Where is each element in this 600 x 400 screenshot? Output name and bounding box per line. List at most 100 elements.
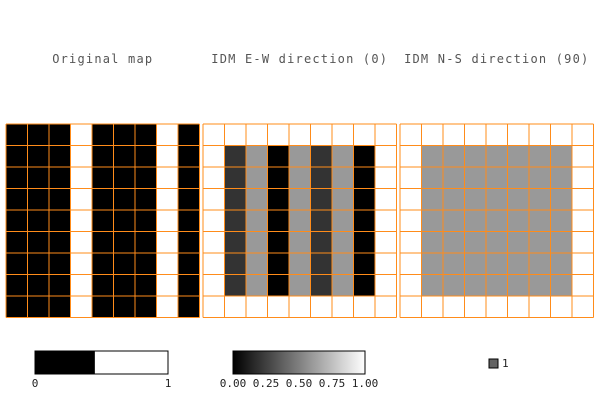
panel-2-cell xyxy=(507,231,529,253)
panel-2-cell xyxy=(507,210,529,232)
panel-1-cell xyxy=(203,231,225,253)
panel-1-cell xyxy=(246,253,268,275)
panel-0-cell xyxy=(178,210,200,232)
panel-1-cell xyxy=(224,296,246,318)
panel-0-cell xyxy=(6,296,28,318)
panel-2-cell xyxy=(464,253,486,275)
panel-0-cell xyxy=(49,145,71,167)
panel-1-cell xyxy=(332,145,354,167)
panel-2-cell xyxy=(443,167,465,189)
panel-1-cell xyxy=(203,124,225,146)
panel-2-cell xyxy=(421,167,443,189)
panel-2-cell xyxy=(550,296,572,318)
panel-2-cell xyxy=(464,145,486,167)
panel-1-cell xyxy=(310,145,332,167)
panel-1-cell xyxy=(375,231,397,253)
panel-1-cell xyxy=(375,274,397,296)
panel-0-cell xyxy=(70,188,92,210)
panel-2-cell xyxy=(400,210,422,232)
panel-0-cell xyxy=(6,253,28,275)
panel-2-cell xyxy=(550,188,572,210)
panel-2-cell xyxy=(486,274,508,296)
panel-0-cell xyxy=(27,231,49,253)
panel-2-cell xyxy=(421,124,443,146)
panel-2-cell xyxy=(443,145,465,167)
panel-1-cell xyxy=(310,210,332,232)
panel-0-cell xyxy=(27,253,49,275)
panel-2-cell xyxy=(400,274,422,296)
panel-2-cell xyxy=(529,124,551,146)
panel-0-cell xyxy=(6,231,28,253)
panel-0-cell xyxy=(156,231,178,253)
panel-1-cell xyxy=(246,188,268,210)
panel-2-cell xyxy=(529,145,551,167)
panel-0-cell xyxy=(70,296,92,318)
panel-1-cell xyxy=(353,253,375,275)
panel-0-cell xyxy=(27,145,49,167)
panel-1-cell xyxy=(246,210,268,232)
panel-0-cell xyxy=(178,188,200,210)
panel-0-cell xyxy=(92,145,114,167)
panel-1-cell xyxy=(224,145,246,167)
panel-2-cell xyxy=(550,124,572,146)
panel-1-cell xyxy=(224,253,246,275)
panel-2-cell xyxy=(572,167,594,189)
panel-2-cell xyxy=(550,274,572,296)
panel-2-cell xyxy=(507,253,529,275)
panel-0-cell xyxy=(156,253,178,275)
panel-2-cell xyxy=(421,231,443,253)
panel-2-cell xyxy=(529,210,551,232)
panel-2-cell xyxy=(400,253,422,275)
panel-1-cell xyxy=(353,167,375,189)
panel-1-cell xyxy=(289,188,311,210)
panel-0-cell xyxy=(49,296,71,318)
panel-2-cell xyxy=(486,188,508,210)
panel-0-cell xyxy=(70,145,92,167)
panel-2-cell xyxy=(464,167,486,189)
panel-2-cell xyxy=(572,210,594,232)
panel-2-cell xyxy=(529,253,551,275)
panel-1-cell xyxy=(203,253,225,275)
panel-1-cell xyxy=(203,167,225,189)
panel-1-cell xyxy=(246,296,268,318)
panel-0-cell xyxy=(113,188,135,210)
panel-1-cell xyxy=(289,274,311,296)
panel-1-cell xyxy=(224,188,246,210)
panel-1-cell xyxy=(353,274,375,296)
panel-0-cell xyxy=(156,274,178,296)
panel-0-cell xyxy=(92,210,114,232)
panel-2-cell xyxy=(507,188,529,210)
panel-0-cell xyxy=(49,188,71,210)
panel-1-cell xyxy=(332,188,354,210)
panel-1-cell xyxy=(203,210,225,232)
single-legend-swatch xyxy=(488,358,499,369)
panel-0-cell xyxy=(49,167,71,189)
panel-1-cell xyxy=(289,296,311,318)
panel-0-cell xyxy=(135,210,157,232)
panel-0-cell xyxy=(135,231,157,253)
panel-0-cell xyxy=(113,124,135,146)
panel-0-cell xyxy=(92,274,114,296)
panel-2-cell xyxy=(464,296,486,318)
panel-0-cell xyxy=(6,210,28,232)
panel-0-cell xyxy=(135,188,157,210)
panel-1-cell xyxy=(353,124,375,146)
panel-0-cell xyxy=(70,274,92,296)
panel-0-cell xyxy=(27,210,49,232)
single-legend-label: 1 xyxy=(502,357,509,370)
panel-1-cell xyxy=(246,167,268,189)
panel-0-cell xyxy=(135,145,157,167)
panel-0-cell xyxy=(113,167,135,189)
panel-1-cell xyxy=(267,145,289,167)
panel-1-cell xyxy=(310,188,332,210)
panel-0-cell xyxy=(178,231,200,253)
panel-1-cell xyxy=(267,253,289,275)
panel-2-cell xyxy=(529,274,551,296)
panel-2-cell xyxy=(572,296,594,318)
panel-2-cell xyxy=(421,210,443,232)
panel-2-cell xyxy=(550,167,572,189)
panel-0-cell xyxy=(156,188,178,210)
panel-2-cell xyxy=(464,231,486,253)
panel-0-cell xyxy=(92,167,114,189)
panel-2-cell xyxy=(443,296,465,318)
